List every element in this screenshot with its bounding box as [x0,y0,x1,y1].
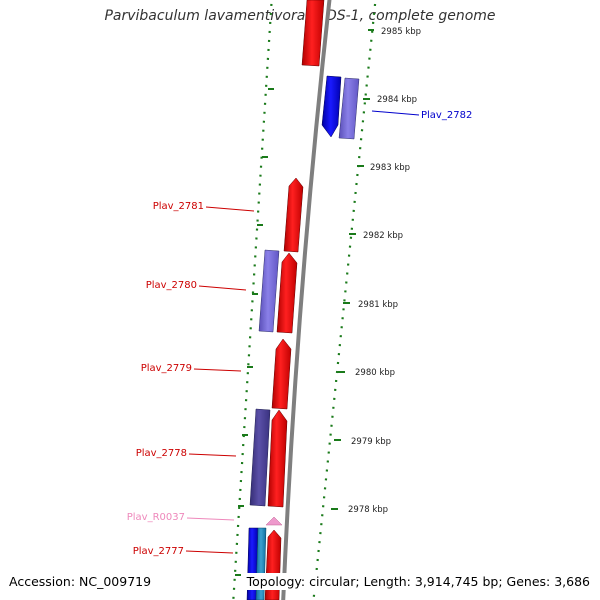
ruler-label: 2978 kbp [348,505,388,515]
ruler-label: 2984 kbp [377,95,417,105]
ruler-tick [338,371,345,373]
gene-feature-plav-2781[interactable] [283,177,304,253]
kbp-ruler: 2985 kbp 2984 kbp 2983 kbp 2982 kbp 2981… [331,27,421,515]
ruler-tick [363,98,370,100]
ruler-tick [235,574,241,576]
ruler-tick [343,302,350,304]
ruler-tick [357,165,364,167]
ruler-tick [349,233,356,235]
gene-feature-plav-2779[interactable] [271,338,292,410]
gene-label-plav-2780[interactable]: Plav_2780 [146,280,197,291]
genome-summary-text: Topology: circular; Length: 3,914,745 bp… [244,573,592,590]
ruler-tick [238,505,244,507]
gene-feature-plav-2782[interactable] [321,75,360,140]
ruler-tick [262,156,268,158]
ruler-tick [334,439,341,441]
gene-feature-top-red[interactable] [301,0,325,67]
gene-label-plav-2782[interactable]: Plav_2782 [421,110,472,121]
ruler-tick [331,508,338,510]
gene-label-plav-2781[interactable]: Plav_2781 [153,201,204,212]
gene-label-plav-2779[interactable]: Plav_2779 [141,363,192,374]
ruler-label: 2982 kbp [363,231,403,241]
gene-feature-plav-2780[interactable] [258,249,298,334]
ruler-label: 2985 kbp [381,27,421,37]
genome-backbone [281,0,332,600]
ruler-label: 2981 kbp [358,300,398,310]
gene-label-plav-2778[interactable]: Plav_2778 [136,448,187,459]
ruler-tick [268,88,274,90]
gene-label-plav-2777[interactable]: Plav_2777 [133,546,184,557]
accession-text: Accession: NC_009719 [7,573,154,590]
gene-feature-plav-2778[interactable] [249,408,288,508]
map-title: Parvibaculum lavamentivorans DS-1, compl… [104,8,496,24]
gene-label-plav-r0037[interactable]: Plav_R0037 [127,512,185,523]
ruler-tick [252,293,258,295]
gene-labels: Plav_2782 Plav_2781 Plav_2780 Plav_2779 … [127,110,473,557]
rna-feature-plav-r0037[interactable] [265,516,283,526]
ruler-label: 2979 kbp [351,437,391,447]
ruler-tick [247,366,253,368]
ruler-tick [257,224,263,226]
inner-ruler-ticks [235,88,274,576]
ruler-tick [242,434,248,436]
label-leaders [185,110,420,554]
ruler-label: 2983 kbp [370,163,410,173]
outer-dotted-track [312,0,377,600]
ruler-label: 2980 kbp [355,368,395,378]
ruler-tick [368,29,374,31]
